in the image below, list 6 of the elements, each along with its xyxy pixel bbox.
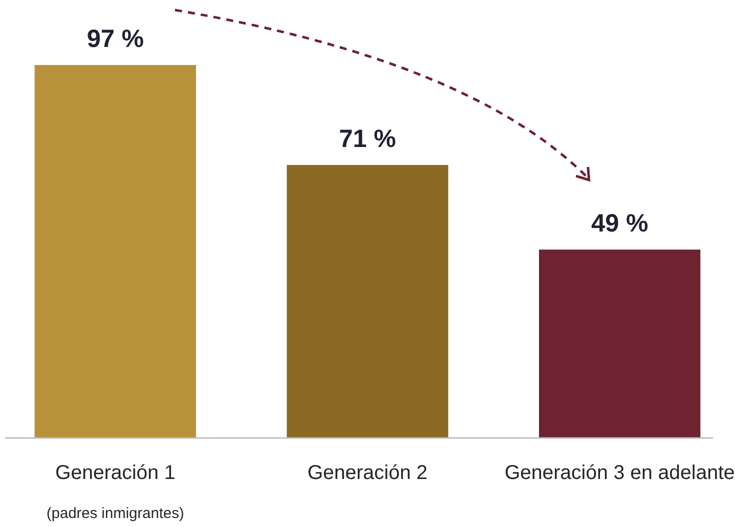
data-label: 71 %	[339, 124, 396, 153]
x-tick-label: Generación 1 (padres inmigrantes)	[46, 462, 184, 522]
x-tick-label: Generación 3 en adelante	[504, 462, 735, 484]
data-label: 97 %	[86, 25, 144, 53]
data-label: 49 %	[591, 210, 648, 238]
x-tick-label: Generación 2	[307, 462, 428, 484]
